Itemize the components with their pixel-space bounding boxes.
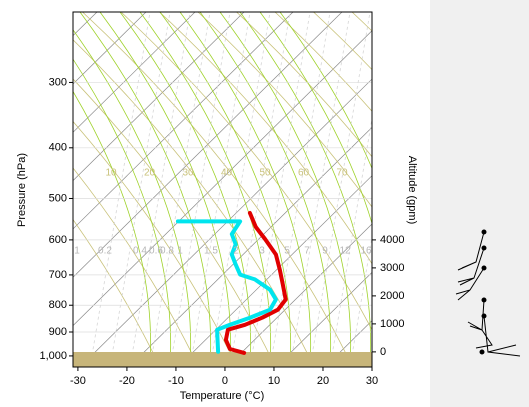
- y-tick-label: 800: [49, 299, 67, 311]
- mixing-ratio-label: 16: [360, 246, 372, 257]
- wind-panel: [430, 0, 529, 407]
- mixing-ratio-label: 9: [322, 246, 328, 257]
- moist-adiabat: [239, 12, 372, 367]
- mixing-ratio-line: [309, 12, 371, 367]
- mixing-ratio-line: [329, 116, 372, 367]
- moist-adiabat: [139, 12, 272, 367]
- adiabat-label: 30: [182, 168, 194, 179]
- mixing-ratio-label: 3: [259, 246, 265, 257]
- dry-adiabat: [73, 39, 315, 367]
- x-tick-label: 30: [366, 375, 378, 387]
- y-tick-label: 500: [49, 192, 67, 204]
- mixing-ratio-line: [209, 12, 271, 367]
- y2-tick-label: 4000: [380, 234, 404, 246]
- mixing-ratio-label: 12: [339, 246, 351, 257]
- mixing-ratio-line: [229, 12, 291, 367]
- plot-frame: [72, 11, 373, 368]
- mixing-ratio-line: [149, 12, 211, 367]
- mixing-ratio-label: 7: [304, 246, 310, 257]
- moist-adiabat: [73, 29, 192, 367]
- dry-adiabat: [73, 120, 238, 367]
- x-tick-label: -30: [70, 375, 86, 387]
- dry-adiabat: [159, 12, 372, 265]
- isotherm-line: [73, 30, 372, 327]
- y2-axis-label: Altitude (gpm): [406, 156, 418, 224]
- moist-adiabat: [73, 58, 172, 367]
- mixing-ratio-label: 0.6: [149, 246, 163, 257]
- profiles: [175, 211, 288, 355]
- y-tick-label: 300: [49, 76, 67, 88]
- x-tick-label: -20: [119, 375, 135, 387]
- moist-adiabat: [119, 12, 252, 367]
- x-tick-label: 20: [317, 375, 329, 387]
- isotherm-line: [73, 12, 196, 133]
- x-axis-label: Temperature (°C): [180, 390, 264, 402]
- adiabat-label: 50: [259, 168, 271, 179]
- mixing-ratio-label: 0.8: [160, 246, 174, 257]
- mixing-ratio-label: 1: [177, 246, 183, 257]
- dry-adiabat: [73, 167, 199, 367]
- y-tick-label: 700: [49, 269, 67, 281]
- dry-adiabat: [73, 218, 161, 367]
- moist-adiabat: [79, 12, 212, 367]
- profile-line: [175, 219, 278, 354]
- dry-adiabat: [236, 12, 372, 158]
- y2-tick-label: 0: [380, 346, 386, 358]
- isotherm-line: [73, 12, 343, 278]
- y-tick-label: 400: [49, 142, 67, 154]
- moist-adiabat: [159, 12, 292, 367]
- y-tick-label: 1,000: [39, 350, 67, 362]
- x-tick-label: 0: [222, 375, 228, 387]
- y2-tick-label: 2000: [380, 290, 404, 302]
- mixing-ratio-label: 5: [284, 246, 290, 257]
- ground: [73, 352, 372, 367]
- adiabat-label: 70: [336, 168, 348, 179]
- moist-adiabat: [279, 12, 372, 170]
- dry-adiabat: [313, 12, 372, 71]
- mixing-ratio-label: 1: [74, 246, 80, 257]
- adiabat-label: 10: [105, 168, 117, 179]
- isotherm-line: [226, 223, 372, 367]
- profile-line: [223, 211, 288, 355]
- mixing-ratio-label: 0.2: [98, 246, 112, 257]
- dry-adiabat: [82, 12, 353, 367]
- moist-adiabat: [73, 90, 152, 367]
- isotherm-line: [73, 12, 98, 37]
- isotherm-line: [73, 12, 147, 85]
- mixing-ratio-line: [129, 12, 191, 367]
- y2-tick-label: 3000: [380, 262, 404, 274]
- y-axis-label: Pressure (hPa): [16, 153, 28, 227]
- mixing-ratio-line: [189, 12, 251, 367]
- adiabat-label: 60: [298, 168, 310, 179]
- y-tick-label: 900: [49, 326, 67, 338]
- mixing-ratio-line: [289, 12, 351, 367]
- mixing-ratio-line: [109, 12, 171, 367]
- dry-adiabat: [197, 12, 372, 208]
- moist-adiabat: [199, 12, 332, 367]
- isotherm-line: [73, 12, 294, 230]
- adiabat-label: 40: [221, 168, 233, 179]
- moist-adiabat: [179, 12, 312, 367]
- mixing-ratio-line: [349, 234, 372, 367]
- isotherm-line: [177, 175, 372, 367]
- isotherm-line: [73, 12, 245, 182]
- moist-adiabat: [259, 12, 372, 225]
- wind-barbs: [455, 229, 521, 357]
- mixing-ratio-line: [169, 12, 231, 367]
- mixing-ratio-line: [249, 12, 311, 367]
- mixing-ratio-label: 0.4: [133, 246, 147, 257]
- moist-adiabat: [99, 12, 232, 367]
- moist-adiabat: [219, 12, 352, 367]
- mixing-ratio-label: 1.5: [204, 246, 218, 257]
- background-lines: [73, 12, 372, 367]
- x-tick-label: -10: [168, 375, 184, 387]
- isotherm-line: [275, 271, 372, 367]
- y-tick-label: 600: [49, 234, 67, 246]
- x-tick-label: 10: [268, 375, 280, 387]
- mixing-ratio-line: [89, 12, 151, 367]
- mixing-ratio-label: 2: [233, 246, 239, 257]
- y2-tick-label: 1000: [380, 318, 404, 330]
- adiabat-label: 20: [144, 168, 156, 179]
